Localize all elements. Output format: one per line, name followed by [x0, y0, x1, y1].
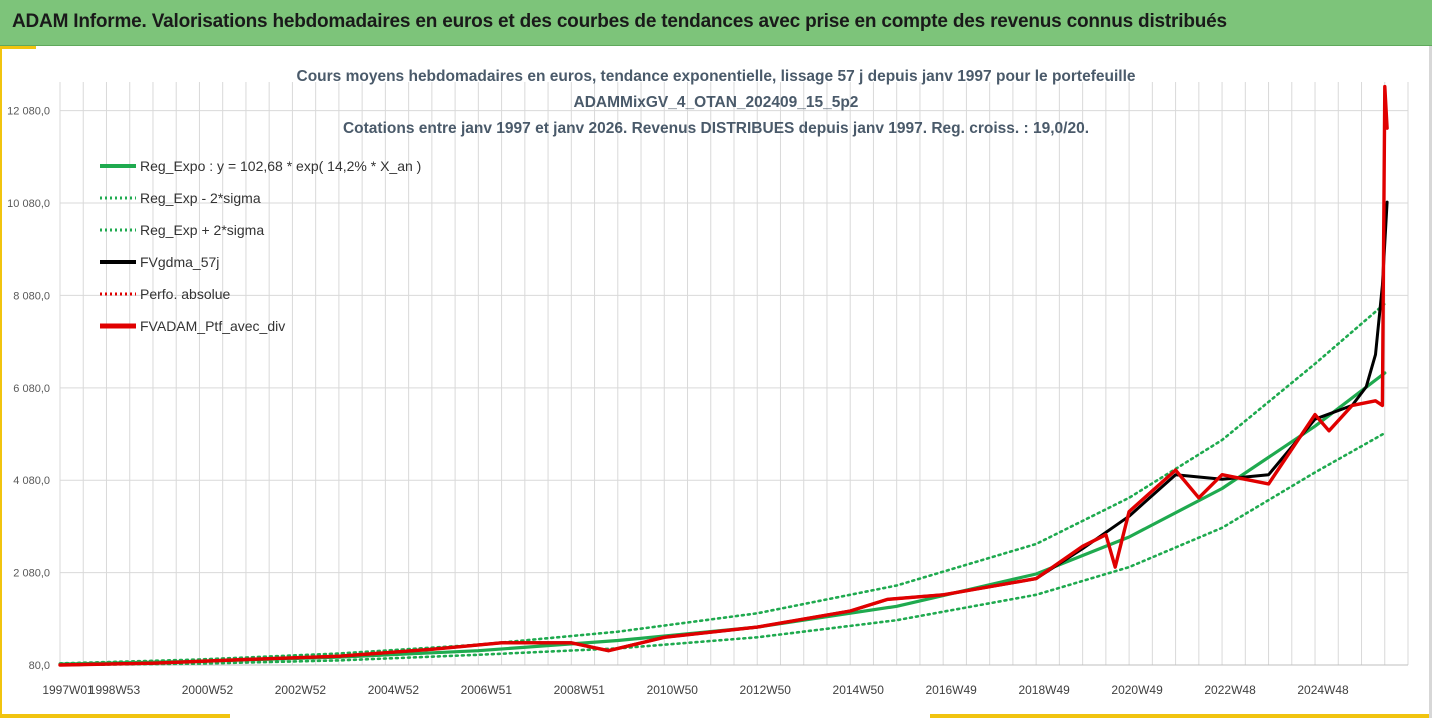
- x-tick-label: 1997W01: [42, 683, 94, 697]
- frame-top-left-accent: [0, 46, 36, 49]
- x-tick-label: 2024W48: [1297, 683, 1349, 697]
- series-line-fvadam-ptf-avec-div: [58, 84, 1389, 667]
- x-tick-label: 2014W50: [833, 683, 885, 697]
- legend-swatch-reg-exp-plus: [100, 228, 136, 232]
- legend-item-reg-exp-plus: Reg_Exp + 2*sigma: [100, 214, 421, 246]
- y-tick-label: 2 080,0: [13, 568, 50, 580]
- legend-item-fvgdma: FVgdma_57j: [100, 246, 421, 278]
- legend-swatch-reg-expo: [100, 164, 136, 168]
- series-line-reg-exp-2-sigma: [58, 302, 1387, 665]
- legend-item-reg-expo: Reg_Expo : y = 102,68 * exp( 14,2% * X_a…: [100, 150, 421, 182]
- chart-title-line-3: Cotations entre janv 1997 et janv 2026. …: [342, 120, 1090, 137]
- y-tick-label: 4 080,0: [13, 475, 50, 487]
- series-line-reg-expo-y-102-68-exp-14-2-x-a: [58, 371, 1387, 666]
- x-tick-label: 2000W52: [182, 683, 234, 697]
- legend-swatch-reg-exp-minus: [100, 196, 136, 200]
- series-line-reg-exp-2-sigma: [58, 431, 1387, 667]
- x-tick-label: 2004W52: [368, 683, 420, 697]
- chart-title-line-2: ADAMMixGV_4_OTAN_202409_15_5p2: [573, 94, 859, 111]
- banner: ADAM Informe. Valorisations hebdomadaire…: [0, 0, 1432, 46]
- legend-item-fvadam-ptf: FVADAM_Ptf_avec_div: [100, 310, 421, 342]
- x-tick-label: 2010W50: [647, 683, 699, 697]
- legend-label-reg-exp-plus: Reg_Exp + 2*sigma: [140, 222, 265, 238]
- y-tick-label: 12 080,0: [7, 106, 50, 118]
- legend-swatch-fvgdma: [100, 260, 136, 264]
- x-tick-label: 2022W48: [1204, 683, 1256, 697]
- chart-legend: Reg_Expo : y = 102,68 * exp( 14,2% * X_a…: [100, 150, 421, 342]
- x-tick-label: 2008W51: [554, 683, 606, 697]
- x-tick-label: 2002W52: [275, 683, 327, 697]
- chart-title-line-1: Cours moyens hebdomadaires en euros, ten…: [296, 68, 1136, 85]
- legend-label-perfo-absolue: Perfo. absolue: [140, 286, 231, 302]
- legend-swatch-fvadam-ptf: [100, 323, 136, 329]
- x-tick-label: 2016W49: [925, 683, 977, 697]
- x-tick-label: 2012W50: [740, 683, 792, 697]
- frame-bottom-left-accent: [0, 714, 230, 718]
- frame-left-border: [0, 46, 2, 718]
- legend-item-reg-exp-minus: Reg_Exp - 2*sigma: [100, 182, 421, 214]
- x-tick-label: 2020W49: [1111, 683, 1163, 697]
- x-tick-label: 2006W51: [461, 683, 513, 697]
- x-tick-label: 2018W49: [1018, 683, 1070, 697]
- y-tick-label: 80,0: [29, 660, 50, 672]
- legend-label-fvgdma: FVgdma_57j: [140, 254, 220, 270]
- y-tick-label: 10 080,0: [7, 198, 50, 210]
- legend-swatch-perfo-absolue: [100, 292, 136, 296]
- banner-title: ADAM Informe. Valorisations hebdomadaire…: [12, 11, 1227, 32]
- legend-label-reg-expo: Reg_Expo : y = 102,68 * exp( 14,2% * X_a…: [140, 158, 422, 174]
- x-tick-label: 1998W53: [89, 683, 141, 697]
- y-tick-label: 6 080,0: [13, 383, 50, 395]
- legend-label-fvadam-ptf: FVADAM_Ptf_avec_div: [140, 318, 286, 334]
- frame-right-border: [1429, 46, 1432, 718]
- legend-item-perfo-absolue: Perfo. absolue: [100, 278, 421, 310]
- frame-bottom-right-accent: [930, 714, 1432, 718]
- legend-label-reg-exp-minus: Reg_Exp - 2*sigma: [140, 190, 261, 206]
- chart-title-block: Cours moyens hebdomadaires en euros, ten…: [0, 64, 1432, 142]
- y-tick-label: 8 080,0: [13, 290, 50, 302]
